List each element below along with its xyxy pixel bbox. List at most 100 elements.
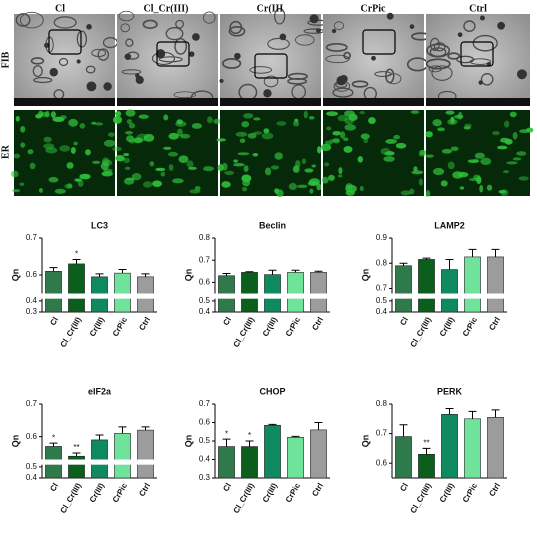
cell <box>474 152 485 159</box>
cell <box>233 163 245 167</box>
significance: * <box>248 431 251 440</box>
bar <box>114 433 131 479</box>
cell <box>447 161 455 170</box>
cell <box>526 127 534 133</box>
cell <box>512 132 518 140</box>
cell <box>344 110 355 117</box>
granule <box>192 33 200 41</box>
cell <box>50 111 56 118</box>
error-bar <box>49 442 58 447</box>
granule <box>135 73 140 79</box>
cell <box>206 116 213 124</box>
error-bar <box>314 422 323 430</box>
granule <box>76 59 81 64</box>
organelle <box>351 80 369 88</box>
cell <box>112 146 122 152</box>
bar <box>45 270 62 313</box>
y-tick-label: 0.6 <box>199 278 211 287</box>
granule <box>386 12 394 20</box>
y-axis-label: Qn <box>183 269 193 282</box>
organelle <box>325 42 348 52</box>
x-tick-label: Ctrl <box>137 482 152 498</box>
cell <box>224 170 235 175</box>
row-label: ER <box>0 144 11 159</box>
axis-break <box>38 293 159 299</box>
cell <box>486 184 493 191</box>
cell <box>339 131 346 139</box>
bar <box>218 446 235 479</box>
cell <box>342 137 349 141</box>
granule <box>497 21 506 30</box>
cell <box>79 173 91 180</box>
cell <box>176 119 183 125</box>
chart-title: PERK <box>437 386 463 396</box>
x-tick-label: Cl_Cr(III) <box>409 481 434 515</box>
cell <box>247 132 257 139</box>
organelle <box>118 10 135 22</box>
cell <box>317 146 322 154</box>
cell <box>19 182 25 186</box>
organelle <box>431 65 453 81</box>
organelle <box>274 8 286 25</box>
y-tick-label: 0.6 <box>26 432 38 441</box>
cell <box>274 188 280 194</box>
cell <box>332 138 341 144</box>
x-tick-label: Cl <box>398 482 410 493</box>
y-tick-label: 0.7 <box>26 233 38 242</box>
column-label: CrPic <box>361 3 387 14</box>
significance: * <box>225 429 228 438</box>
cell <box>239 138 246 144</box>
cell <box>500 137 510 143</box>
y-tick-label: 0.4 <box>199 307 211 316</box>
cell <box>337 114 348 122</box>
cell <box>160 171 166 177</box>
cell <box>85 149 91 156</box>
cell <box>27 149 34 155</box>
x-tick-label: Ctrl <box>310 482 325 498</box>
cell <box>383 156 395 162</box>
roi-box <box>460 41 494 67</box>
cell <box>344 124 356 131</box>
cell <box>101 171 113 177</box>
cell <box>261 132 274 140</box>
y-tick-label: 0.7 <box>199 399 211 408</box>
x-tick-label: Ctrl <box>487 316 502 332</box>
granule <box>103 82 112 91</box>
organelle <box>480 73 494 86</box>
error-bar <box>245 440 254 447</box>
cell <box>53 116 65 122</box>
error-bar <box>445 407 454 415</box>
cell <box>264 167 272 176</box>
granule <box>478 80 483 85</box>
cell <box>103 139 116 147</box>
organelle <box>53 16 77 29</box>
cell <box>337 174 343 178</box>
cell <box>447 119 458 125</box>
granule <box>371 55 376 61</box>
cell <box>74 178 82 182</box>
cell <box>43 143 55 150</box>
x-tick-label: CrPic <box>284 315 303 338</box>
bar <box>68 263 85 313</box>
granule <box>49 68 58 77</box>
bar <box>487 256 504 313</box>
cell <box>326 126 332 131</box>
organelle <box>295 34 315 46</box>
granule <box>479 15 485 21</box>
cell <box>133 137 143 144</box>
cell <box>233 159 239 163</box>
x-tick-label: CrPic <box>461 481 480 504</box>
cell <box>476 176 482 184</box>
x-tick-label: Cl <box>398 316 410 327</box>
granule <box>86 23 92 30</box>
cell <box>506 161 518 165</box>
cell <box>441 148 453 154</box>
bar <box>418 454 435 479</box>
error-bar <box>268 423 277 426</box>
organelle <box>267 37 290 50</box>
cell <box>345 183 353 190</box>
organelle <box>33 76 53 84</box>
cell <box>237 152 250 156</box>
granule <box>457 32 463 38</box>
